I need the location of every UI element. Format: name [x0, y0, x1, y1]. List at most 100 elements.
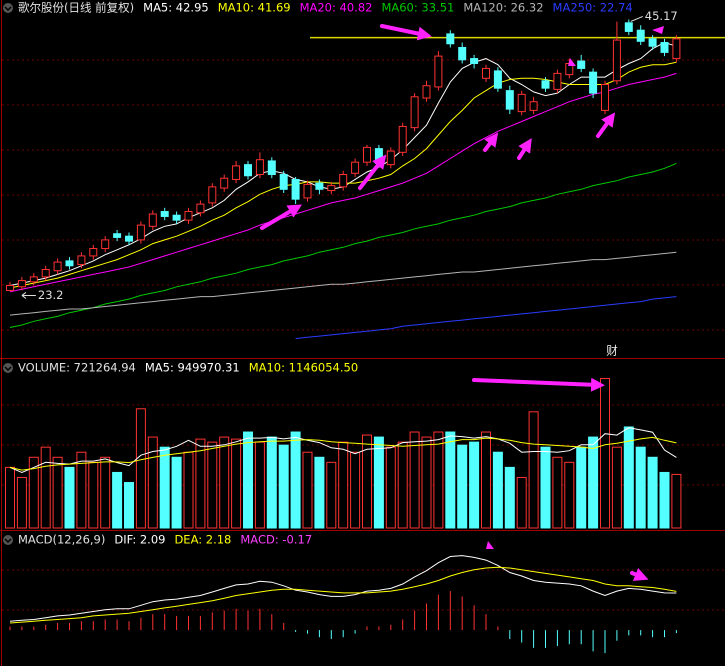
candle-body — [339, 174, 348, 188]
candle-body — [17, 280, 26, 288]
volume-bar — [159, 446, 170, 529]
candle-body — [458, 46, 467, 61]
candle-body — [315, 182, 324, 190]
volume-bar — [52, 456, 63, 529]
candle-body — [232, 165, 241, 180]
panel-icon-chevron — [4, 366, 12, 372]
candle-body — [612, 39, 621, 82]
indicator-line — [9, 427, 677, 473]
volume-bar — [421, 436, 432, 529]
candle-body — [446, 33, 455, 45]
annotation-arrows — [260, 24, 664, 581]
volume-bar — [195, 438, 206, 529]
header-label: MA5: 949970.31 — [145, 361, 240, 375]
candle-body — [29, 276, 38, 283]
indicator-line — [9, 72, 677, 293]
volume-bar — [385, 446, 396, 529]
volume-bar — [290, 431, 301, 529]
candle-body — [327, 185, 336, 192]
candle-body — [279, 174, 288, 190]
candle-body — [493, 70, 502, 89]
volume-bar — [611, 446, 622, 529]
volume-bar — [469, 441, 480, 529]
volume-bar — [516, 476, 527, 529]
candle-body — [529, 101, 538, 111]
candle-body — [624, 22, 633, 32]
panel-icon — [3, 3, 13, 13]
candle-body — [541, 80, 550, 89]
volume-bar — [481, 431, 491, 529]
candle-body — [386, 150, 395, 166]
volume-bar — [40, 446, 51, 529]
candle-body — [363, 146, 371, 163]
candle-body — [53, 261, 62, 272]
header-label: MACD(12,26,9) — [18, 533, 105, 547]
candle-body — [113, 233, 122, 238]
header-label: MA10: 41.69 — [218, 1, 291, 15]
candle-body — [434, 55, 443, 88]
volume-bar — [112, 471, 123, 529]
candle-body — [648, 38, 657, 47]
panel-icon — [3, 535, 13, 545]
header-label: MA60: 33.51 — [381, 1, 454, 15]
candle-body — [125, 235, 133, 242]
candle-body — [410, 96, 419, 129]
volume-bar — [266, 436, 277, 529]
candle-body — [184, 211, 193, 221]
volume-bar — [243, 431, 253, 529]
volume-bar — [350, 451, 361, 529]
candle-body — [351, 161, 360, 174]
panel-icon-chevron — [4, 6, 12, 12]
max-pointer — [630, 16, 643, 22]
min-label: 23.2 — [38, 288, 64, 302]
event-marker: 财 — [606, 344, 618, 358]
volume-bar — [409, 431, 420, 529]
volume-bar — [338, 441, 349, 529]
candle-body — [208, 186, 217, 204]
candle-body — [6, 285, 14, 291]
candle-body — [136, 224, 145, 241]
volume-bar — [362, 434, 372, 529]
candle-body — [553, 72, 562, 90]
volume-bar — [28, 456, 39, 529]
header-label: MA20: 40.82 — [300, 1, 373, 15]
volume-bar — [373, 436, 384, 529]
volume-bar — [278, 444, 289, 529]
candle-body — [220, 177, 229, 189]
volume-bar — [623, 426, 634, 529]
volume-bar — [16, 476, 27, 529]
volume-bar — [492, 451, 503, 529]
volume-bar — [64, 466, 75, 529]
candle-body — [77, 255, 86, 266]
indicator-line — [9, 41, 677, 286]
volume-bar — [5, 466, 15, 529]
candle-body — [482, 67, 490, 79]
candle-body — [589, 71, 598, 94]
candle-body — [470, 58, 479, 65]
header-label: DEA: 2.18 — [174, 533, 231, 547]
candle-body — [255, 159, 264, 176]
candle-body — [601, 83, 609, 111]
min-pointer — [21, 292, 36, 299]
header-label: VOLUME: 721264.94 — [18, 361, 136, 375]
candle-body — [101, 239, 110, 250]
volume-bar — [552, 456, 563, 529]
volume-bar — [564, 461, 575, 529]
candle-body — [398, 125, 407, 153]
header-label: MA5: 42.95 — [143, 1, 209, 15]
volume-bar — [171, 456, 182, 529]
indicator-line — [9, 436, 677, 471]
volume-bar — [528, 411, 539, 529]
panel-icon — [3, 363, 13, 373]
volume-bar — [576, 446, 587, 529]
header-label: 歌尔股份(日线 前复权) — [18, 1, 134, 15]
indicator-line — [9, 566, 677, 624]
candle-body — [267, 160, 276, 176]
candle-body — [303, 183, 312, 199]
max-label: 45.17 — [645, 9, 678, 23]
volume-bar — [397, 441, 408, 529]
volume-bar — [540, 446, 551, 529]
volume-bar — [445, 431, 456, 529]
